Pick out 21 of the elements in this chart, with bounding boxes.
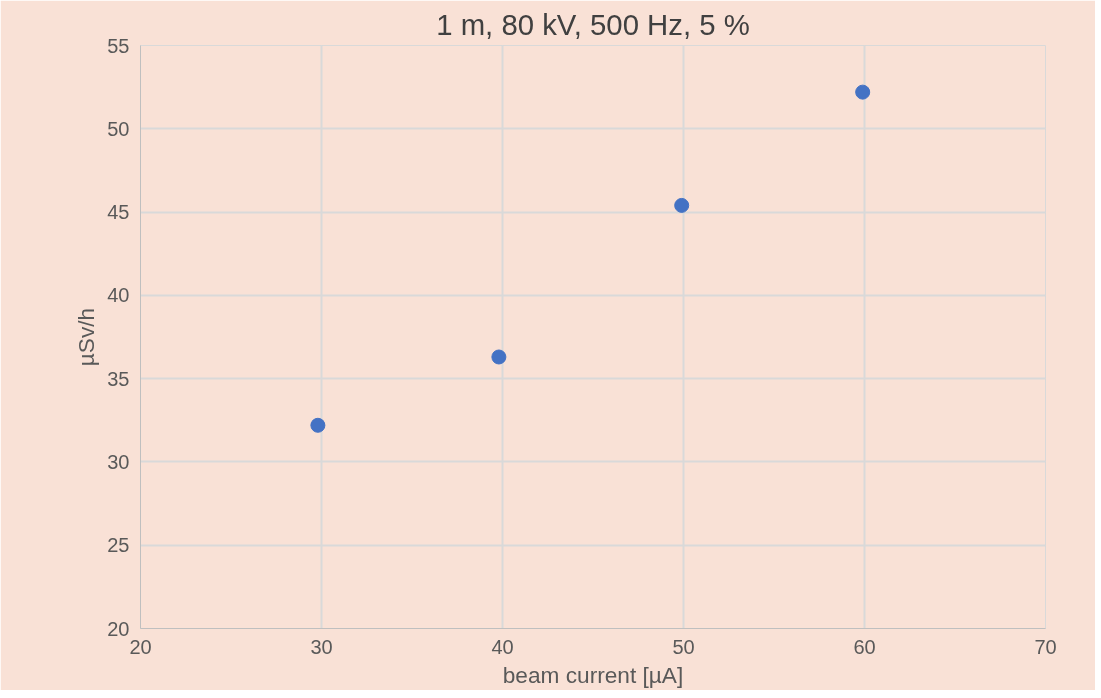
point bbox=[491, 349, 507, 365]
x-tick-label: 70 bbox=[1034, 635, 1057, 658]
y-tick-label: 25 bbox=[107, 534, 130, 557]
x-tick-label: 30 bbox=[310, 635, 333, 658]
y-tick-label: 35 bbox=[107, 367, 130, 390]
y-tick-label: 45 bbox=[107, 201, 130, 224]
y-tick-label: 55 bbox=[107, 34, 130, 57]
y-tick-label: 50 bbox=[107, 117, 130, 140]
chart-title: 1 m, 80 kV, 500 Hz, 5 % bbox=[436, 7, 750, 41]
x-tick-label: 40 bbox=[491, 635, 514, 658]
y-axis-title: µSv/h bbox=[73, 307, 100, 367]
y-tick-label: 30 bbox=[107, 450, 130, 473]
point bbox=[855, 84, 871, 100]
x-tick-label: 60 bbox=[853, 635, 876, 658]
point bbox=[674, 197, 690, 213]
point bbox=[310, 417, 326, 433]
y-tick-label: 20 bbox=[107, 617, 130, 640]
x-axis-title: beam current [µA] bbox=[502, 661, 684, 688]
x-tick-label: 50 bbox=[672, 635, 695, 658]
y-tick-label: 40 bbox=[107, 284, 130, 307]
x-tick-label: 20 bbox=[129, 635, 152, 658]
